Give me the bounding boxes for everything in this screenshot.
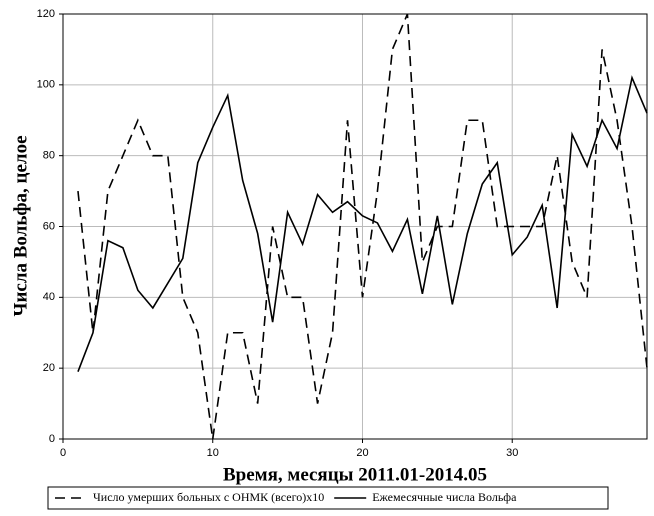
- x-axis-label: Время, месяцы 2011.01-2014.05: [223, 464, 487, 485]
- legend-box: [47, 486, 609, 510]
- y-axis-label: Числа Вольфа, целое: [10, 136, 31, 317]
- y-tick-label: 40: [43, 291, 55, 303]
- x-tick-label: 30: [506, 447, 518, 459]
- y-tick-label: 60: [43, 220, 55, 232]
- y-tick-label: 20: [43, 362, 55, 374]
- y-tick-label: 120: [37, 8, 55, 20]
- y-tick-label: 100: [37, 79, 55, 91]
- x-tick-label: 0: [60, 447, 66, 459]
- y-tick-label: 0: [49, 433, 55, 445]
- x-tick-label: 10: [207, 447, 219, 459]
- legend-label: Ежемесячные числа Вольфа: [372, 490, 517, 504]
- y-tick-label: 80: [43, 150, 55, 162]
- plot-frame: [62, 13, 648, 440]
- legend-label: Число умерших больных с ОНМК (всего)x10: [93, 490, 324, 504]
- x-tick-label: 20: [356, 447, 368, 459]
- data-line: [77, 13, 648, 440]
- data-line: [77, 75, 648, 372]
